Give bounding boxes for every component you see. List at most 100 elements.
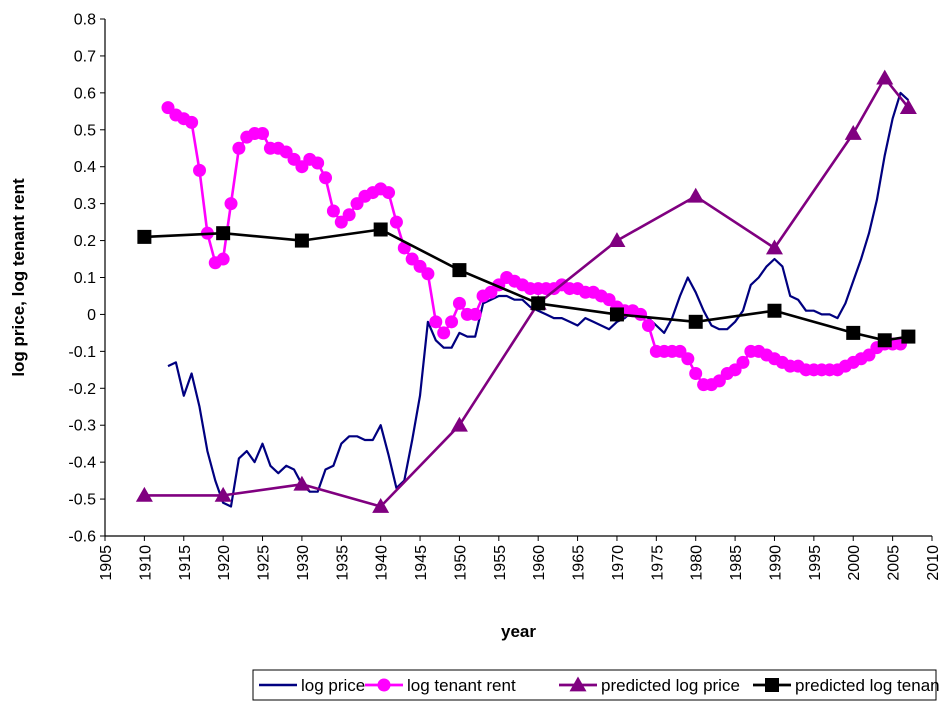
y-tick-label: 0.8 [74, 12, 96, 29]
x-tick-label: 2010 [925, 545, 939, 581]
predicted-log-tenant-rent-point [688, 314, 703, 329]
y-tick-label: 0.6 [74, 85, 96, 102]
predicted-log-tenant-rent-point [767, 303, 782, 318]
x-tick-label: 1990 [767, 545, 784, 581]
y-tick-label: 0.4 [74, 159, 96, 176]
x-tick-label: 1970 [610, 545, 627, 581]
predicted-log-tenant-rent-point [877, 333, 892, 348]
legend: log price log tenant rent predicted log pr… [252, 669, 939, 701]
x-tick-label: 1915 [177, 545, 194, 581]
log-tenant-rent-point [452, 296, 466, 310]
log-tenant-rent-point [389, 215, 403, 229]
x-tick-label: 1985 [728, 545, 745, 581]
x-tick-label: 1980 [689, 545, 706, 581]
predicted-log-price-point [687, 187, 705, 203]
legend-swatch-marker [377, 678, 391, 692]
log-tenant-rent-point [445, 315, 459, 329]
log-tenant-rent-point [216, 252, 230, 266]
predicted-log-price-point [876, 69, 894, 85]
x-tick-label: 1930 [295, 545, 312, 581]
x-tick-label: 1935 [334, 545, 351, 581]
series-layer [135, 69, 917, 513]
log-tenant-rent-point [319, 171, 333, 185]
series-predicted-log-tenant-rent [137, 222, 916, 348]
log-tenant-rent-point [193, 163, 207, 177]
predicted-log-price-point [899, 99, 917, 115]
predicted-log-price-line [144, 76, 910, 508]
y-tick-label: 0.3 [74, 196, 96, 213]
y-tick-label: -0.6 [68, 529, 96, 546]
log-tenant-rent-point [681, 352, 695, 366]
predicted-log-price-point [844, 124, 862, 140]
legend-entry-log-tenant-rent: log tenant rent [365, 676, 516, 695]
legend-swatch-marker [765, 678, 779, 692]
legend-entry-predicted-log-price: predicted log price [559, 676, 740, 695]
predicted-log-tenant-rent-point [373, 222, 388, 237]
x-tick-label: 1950 [452, 545, 469, 581]
x-tick-label: 1940 [374, 545, 391, 581]
log-tenant-rent-point [429, 315, 443, 329]
y-tick-label: -0.3 [68, 418, 96, 435]
axes: -0.6 -0.5 -0.4 -0.3 -0.2 -0.1 0 0.1 0.2 0.3 0.4 0.5… [68, 12, 939, 581]
log-tenant-rent-point [641, 319, 655, 333]
log-tenant-rent-point [736, 355, 750, 369]
log-tenant-rent-point [232, 141, 246, 155]
x-tick-label: 1925 [256, 545, 273, 581]
x-tick-label: 1910 [137, 545, 154, 581]
x-tick-label: 2000 [846, 545, 863, 581]
predicted-log-price-point [293, 475, 311, 491]
log-tenant-rent-point [326, 204, 340, 218]
series-log-tenant-rent [161, 101, 915, 392]
y-tick-label: 0 [87, 307, 96, 324]
y-tick-label: -0.5 [68, 492, 96, 509]
y-tick-label: 0.5 [74, 122, 96, 139]
predicted-log-tenant-rent-point [846, 325, 861, 340]
legend-swatch-marker [569, 676, 587, 692]
predicted-log-tenant-rent-point [452, 263, 467, 278]
x-tick-label: 1945 [413, 545, 430, 581]
predicted-log-price-point [450, 416, 468, 432]
x-tick-label: 1905 [98, 545, 115, 581]
legend-label: predicted log tenant rent [795, 676, 939, 695]
y-tick-label: 0.2 [74, 233, 96, 250]
predicted-log-price-point [372, 497, 390, 513]
log-tenant-rent-point [634, 307, 648, 321]
predicted-log-price-point [135, 486, 153, 502]
log-tenant-rent-point [382, 186, 396, 200]
x-tick-label: 1960 [531, 545, 548, 581]
predicted-log-tenant-rent-point [137, 229, 152, 244]
x-tick-label: 1920 [216, 545, 233, 581]
log-tenant-rent-point [256, 126, 270, 140]
predicted-log-price-point [765, 239, 783, 255]
legend-label: log tenant rent [407, 676, 516, 695]
x-tick-label: 1975 [649, 545, 666, 581]
x-tick-label: 1995 [807, 545, 824, 581]
predicted-log-price-point [214, 486, 232, 502]
series-predicted-log-price [135, 69, 917, 513]
x-axis-title: year [501, 622, 536, 641]
log-tenant-rent-point [689, 367, 703, 381]
predicted-log-price-point [608, 232, 626, 247]
log-price-line [167, 91, 910, 508]
y-tick-label: -0.2 [68, 381, 96, 398]
log-tenant-rent-point [185, 115, 199, 129]
predicted-log-tenant-rent-point [294, 233, 309, 248]
predicted-log-tenant-rent-point [609, 307, 624, 322]
log-tenant-rent-point [224, 197, 238, 211]
y-axis-title: log price, log tenant rent [9, 178, 28, 377]
y-tick-label: -0.4 [68, 455, 96, 472]
x-tick-label: 2005 [886, 545, 903, 581]
y-tick-label: 0.7 [74, 48, 96, 65]
y-tick-label: -0.1 [68, 344, 96, 361]
log-tenant-rent-point [437, 326, 451, 340]
series-log-price [167, 91, 910, 508]
legend-entry-log-price: log price [259, 676, 365, 695]
legend-label: log price [301, 676, 365, 695]
predicted-log-tenant-rent-point [216, 226, 231, 241]
log-tenant-rent-point [421, 267, 435, 281]
log-tenant-rent-point [468, 307, 482, 321]
legend-label: predicted log price [601, 676, 740, 695]
log-tenant-rent-point [342, 208, 356, 222]
